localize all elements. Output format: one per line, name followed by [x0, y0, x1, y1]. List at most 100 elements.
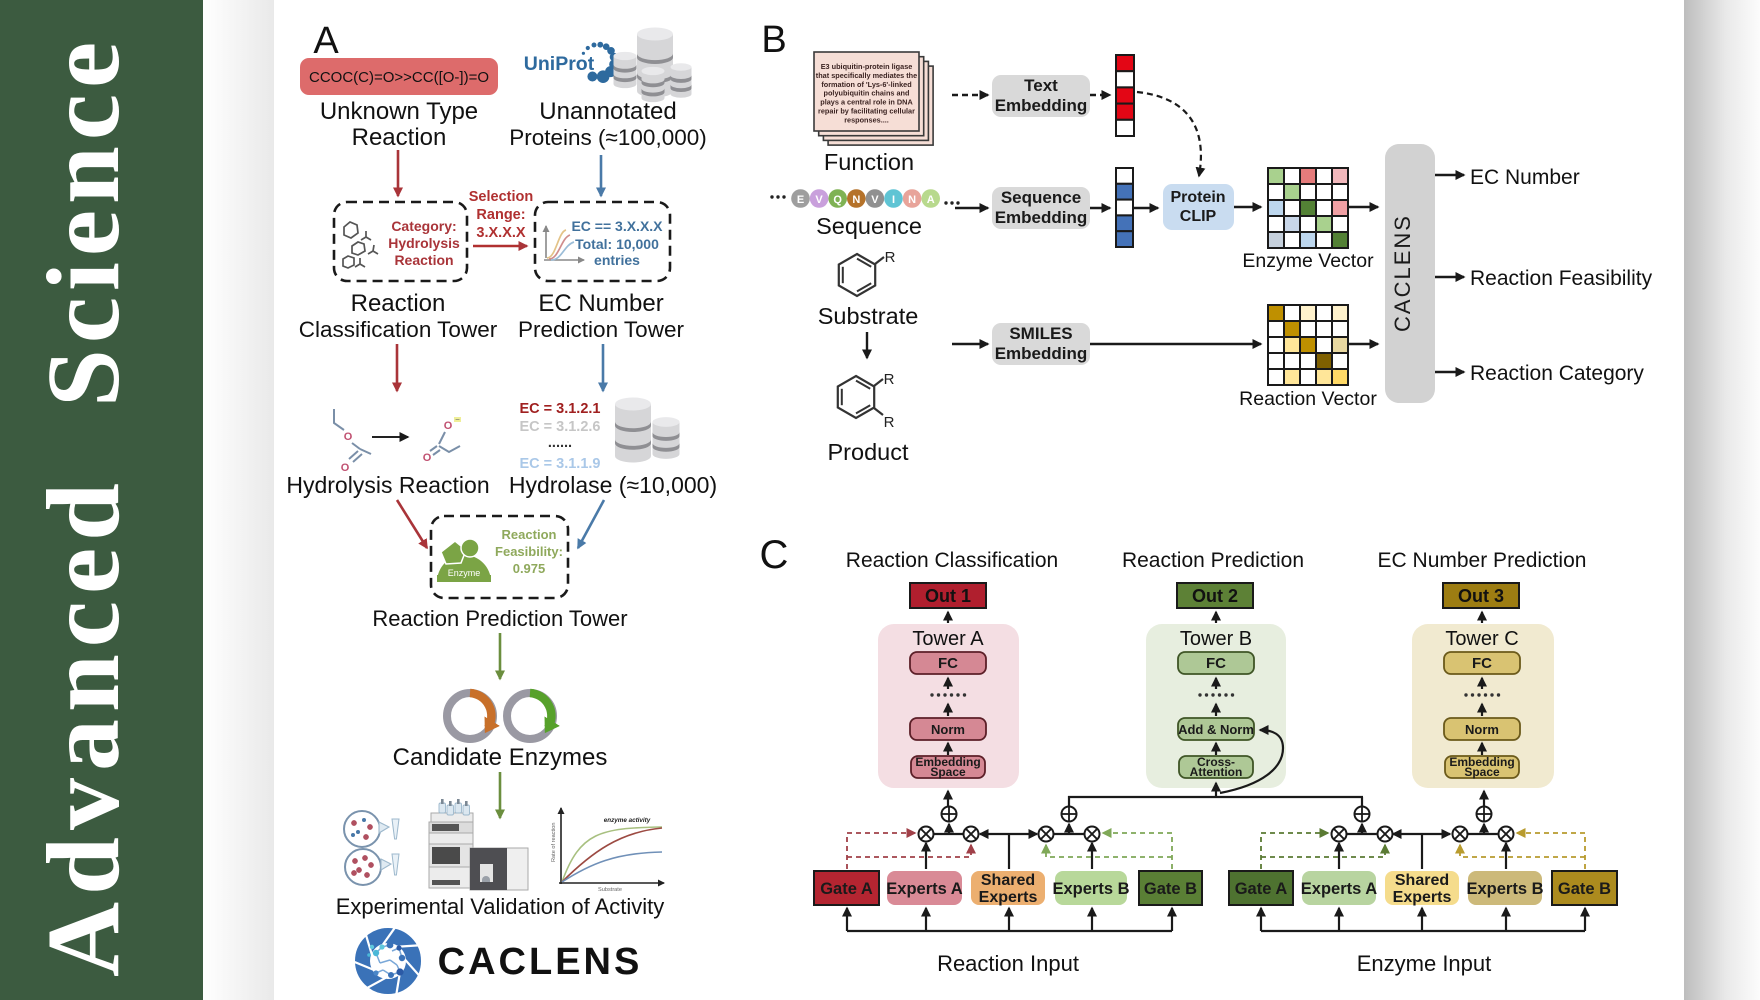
svg-text:Classification Tower: Classification Tower — [299, 317, 498, 342]
svg-text:Advanced: Advanced — [26, 476, 141, 977]
svg-text:enzyme activity: enzyme activity — [604, 817, 651, 824]
svg-text:A: A — [313, 20, 339, 62]
svg-text:Experts A: Experts A — [1301, 880, 1378, 898]
svg-text:A: A — [927, 194, 935, 206]
svg-text:Reaction Prediction: Reaction Prediction — [1122, 549, 1304, 572]
svg-text:O: O — [344, 431, 353, 443]
svg-text:Protein: Protein — [1170, 189, 1225, 206]
svg-text:E: E — [797, 194, 804, 206]
svg-text:Hydrolysis Reaction: Hydrolysis Reaction — [286, 472, 489, 498]
svg-text:Enzyme Vector: Enzyme Vector — [1242, 250, 1374, 272]
svg-text:Hydrolysis: Hydrolysis — [388, 235, 460, 251]
svg-text:0.975: 0.975 — [513, 561, 546, 576]
svg-text:Experts: Experts — [979, 889, 1038, 906]
svg-text:Total: 10,000: Total: 10,000 — [575, 236, 659, 252]
svg-text:−: − — [455, 415, 460, 424]
svg-text:Enzyme Input: Enzyme Input — [1357, 951, 1492, 976]
svg-text:Reaction Prediction Tower: Reaction Prediction Tower — [372, 606, 627, 631]
svg-text:Science: Science — [26, 36, 141, 407]
svg-text:EC == 3.X.X.X: EC == 3.X.X.X — [571, 218, 663, 234]
svg-text:CLIP: CLIP — [1180, 208, 1217, 225]
svg-text:Range:: Range: — [476, 207, 525, 223]
svg-text:repair by facilitating cellula: repair by facilitating cellular — [818, 107, 915, 116]
svg-text:Candidate Enzymes: Candidate Enzymes — [393, 744, 608, 771]
svg-text:Substrate: Substrate — [818, 303, 919, 329]
svg-text:Tower B: Tower B — [1180, 628, 1252, 650]
svg-text:Reaction Category: Reaction Category — [1470, 362, 1644, 385]
svg-text:Unknown Type: Unknown Type — [320, 98, 478, 125]
svg-text:V: V — [871, 194, 879, 206]
svg-text:Function: Function — [824, 149, 914, 175]
svg-text:O: O — [444, 420, 453, 432]
svg-text:Out 3: Out 3 — [1458, 586, 1504, 606]
svg-text:formation of 'Lys-6'-linked: formation of 'Lys-6'-linked — [821, 80, 911, 89]
svg-text:Experts B: Experts B — [1052, 880, 1129, 898]
svg-text:Space: Space — [1464, 765, 1500, 779]
svg-text:responses....: responses.... — [844, 115, 889, 124]
svg-text:that specifically mediates the: that specifically mediates the — [816, 71, 917, 80]
svg-text:Reaction Feasibility: Reaction Feasibility — [1470, 267, 1653, 290]
svg-text:I: I — [892, 194, 895, 206]
svg-text:R: R — [884, 414, 895, 431]
svg-text:Experimental Validation of Act: Experimental Validation of Activity — [336, 894, 665, 919]
svg-text:Proteins (≈100,000): Proteins (≈100,000) — [509, 125, 706, 150]
svg-text:O: O — [341, 462, 350, 474]
svg-text:Hydrolase (≈10,000): Hydrolase (≈10,000) — [509, 472, 717, 498]
svg-text:Norm: Norm — [1465, 722, 1499, 737]
svg-text:Q: Q — [833, 194, 842, 206]
svg-text:polyubiquitin chains and: polyubiquitin chains and — [824, 89, 910, 98]
svg-text:EC = 3.1.2.6: EC = 3.1.2.6 — [519, 419, 600, 435]
svg-text:SMILES: SMILES — [1009, 324, 1072, 343]
svg-text:Embedding: Embedding — [915, 755, 980, 769]
svg-text:Embedding: Embedding — [995, 344, 1088, 363]
svg-text:CACLENS: CACLENS — [438, 941, 643, 983]
svg-text:FC: FC — [1472, 655, 1492, 672]
svg-text:Enzyme: Enzyme — [448, 568, 481, 578]
svg-text:Unannotated: Unannotated — [539, 98, 676, 125]
svg-text:N: N — [852, 194, 860, 206]
svg-text:O: O — [423, 452, 432, 464]
svg-text:Reaction: Reaction — [502, 527, 557, 542]
svg-text:Embedding: Embedding — [995, 208, 1088, 227]
svg-text:Reaction: Reaction — [394, 252, 453, 268]
svg-text:Tower A: Tower A — [912, 628, 984, 650]
svg-text:V: V — [815, 194, 823, 206]
svg-text:C: C — [760, 533, 789, 577]
svg-text:Embedding: Embedding — [1449, 755, 1514, 769]
svg-text:Shared: Shared — [981, 872, 1035, 889]
svg-text:Gate A: Gate A — [1235, 880, 1288, 898]
svg-text:Norm: Norm — [931, 722, 965, 737]
svg-text:UniProt: UniProt — [524, 53, 595, 75]
svg-text:Experts A: Experts A — [886, 880, 963, 898]
svg-text:Text: Text — [1024, 76, 1058, 95]
svg-text:EC Number: EC Number — [1470, 166, 1580, 189]
svg-text:N: N — [908, 194, 916, 206]
svg-text:Experts: Experts — [1393, 889, 1452, 906]
svg-text:plays a central role in DNA: plays a central role in DNA — [820, 98, 913, 107]
svg-text:Experts B: Experts B — [1466, 880, 1543, 898]
svg-text:3.X.X.X: 3.X.X.X — [476, 225, 525, 241]
svg-text:FC: FC — [938, 655, 958, 672]
svg-text:EC Number Prediction: EC Number Prediction — [1378, 549, 1587, 572]
svg-text:Selection: Selection — [469, 189, 533, 205]
svg-text:......: ...... — [548, 435, 572, 451]
svg-text:Feasibility:: Feasibility: — [495, 544, 563, 559]
svg-text:Reaction Input: Reaction Input — [937, 951, 1079, 976]
svg-text:Gate B: Gate B — [1558, 880, 1611, 898]
svg-text:B: B — [761, 19, 786, 61]
svg-text:Prediction Tower: Prediction Tower — [518, 317, 684, 342]
svg-text:Reaction: Reaction — [352, 124, 447, 151]
svg-text:Reaction: Reaction — [351, 290, 446, 317]
svg-text:FC: FC — [1206, 655, 1226, 672]
svg-text:entries: entries — [594, 252, 640, 268]
svg-text:Sequence: Sequence — [816, 213, 922, 239]
svg-text:E3 ubiquitin-protein ligase: E3 ubiquitin-protein ligase — [821, 62, 913, 71]
svg-text:Out 2: Out 2 — [1192, 586, 1238, 606]
svg-text:Cross-: Cross- — [1197, 755, 1235, 769]
svg-text:Embedding: Embedding — [995, 96, 1088, 115]
svg-text:Add & Norm: Add & Norm — [1178, 722, 1254, 737]
svg-text:Reaction Classification: Reaction Classification — [846, 549, 1058, 572]
svg-text:Product: Product — [828, 439, 909, 465]
svg-text:CACLENS: CACLENS — [1390, 214, 1415, 332]
svg-text:EC Number: EC Number — [538, 290, 663, 317]
